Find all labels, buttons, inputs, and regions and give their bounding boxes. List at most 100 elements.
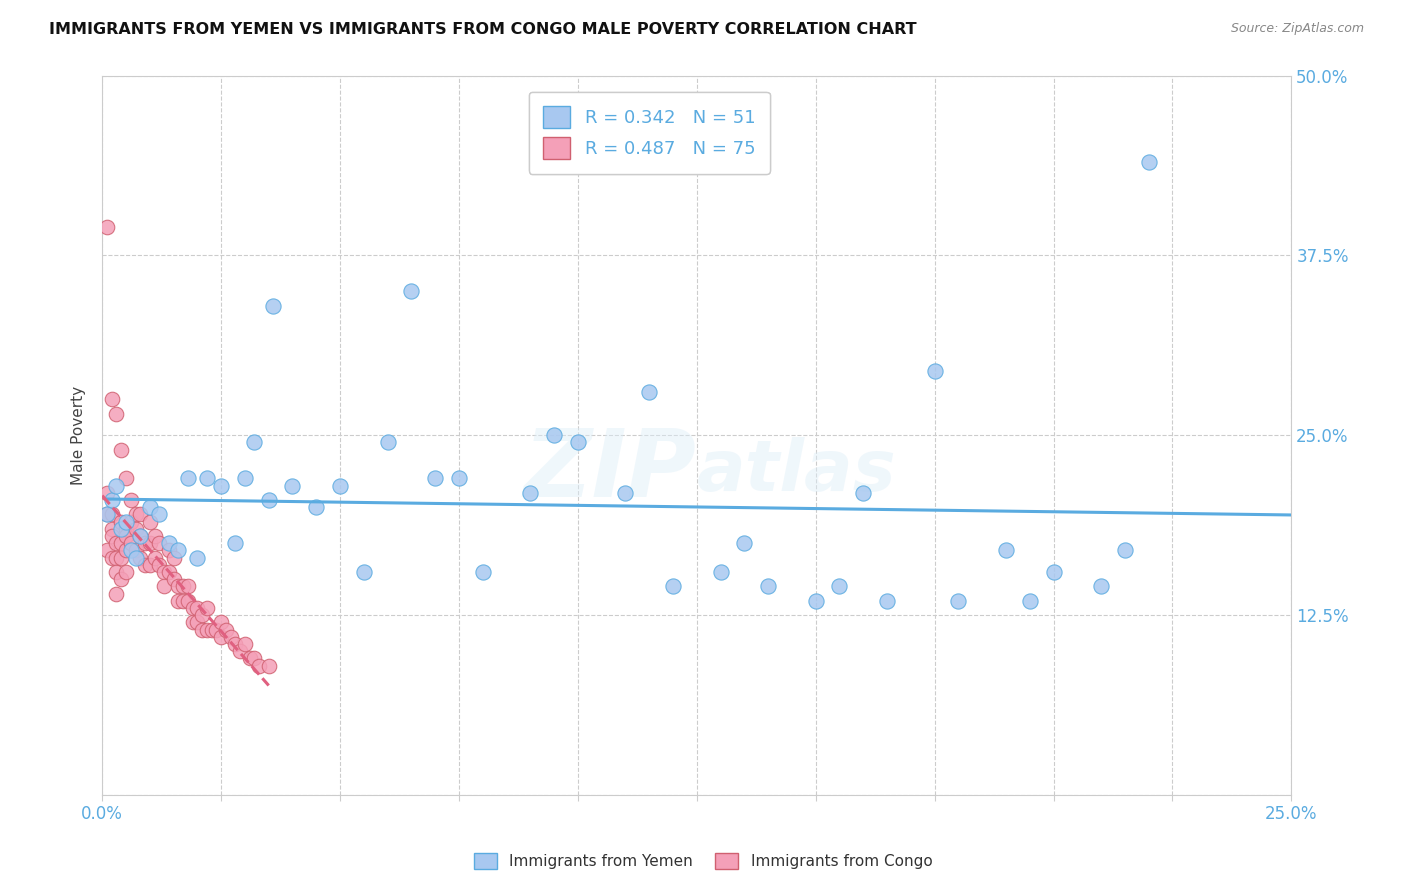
Point: [129, 550, 152, 565]
Point: [233, 637, 256, 651]
Point: [148, 558, 170, 572]
Point: [209, 630, 232, 644]
Point: [153, 565, 176, 579]
Point: [756, 579, 779, 593]
Point: [172, 579, 194, 593]
Point: [110, 442, 132, 457]
Point: [377, 435, 399, 450]
Point: [167, 594, 190, 608]
Point: [96, 508, 118, 522]
Point: [257, 493, 280, 508]
Text: IMMIGRANTS FROM YEMEN VS IMMIGRANTS FROM CONGO MALE POVERTY CORRELATION CHART: IMMIGRANTS FROM YEMEN VS IMMIGRANTS FROM…: [49, 22, 917, 37]
Point: [120, 543, 142, 558]
Point: [100, 550, 122, 565]
Point: [243, 435, 266, 450]
Point: [129, 529, 152, 543]
Point: [100, 529, 122, 543]
Point: [96, 543, 118, 558]
Point: [401, 285, 423, 299]
Point: [224, 536, 246, 550]
Point: [110, 550, 132, 565]
Point: [148, 508, 170, 522]
Point: [257, 658, 280, 673]
Point: [447, 471, 470, 485]
Point: [139, 536, 162, 550]
Point: [139, 500, 162, 515]
Point: [543, 428, 565, 442]
Point: [162, 572, 184, 586]
Point: [229, 644, 252, 658]
Point: [201, 623, 224, 637]
Point: [425, 471, 447, 485]
Point: [115, 543, 138, 558]
Point: [876, 594, 898, 608]
Point: [567, 435, 589, 450]
Point: [638, 385, 661, 400]
Point: [124, 550, 146, 565]
Point: [215, 623, 238, 637]
Point: [120, 515, 142, 529]
Point: [733, 536, 755, 550]
Point: [353, 565, 375, 579]
Point: [852, 486, 875, 500]
Point: [105, 550, 128, 565]
Point: [124, 543, 146, 558]
Point: [209, 478, 232, 492]
Point: [191, 608, 214, 623]
Point: [124, 522, 146, 536]
Legend: R = 0.342   N = 51, R = 0.487   N = 75: R = 0.342 N = 51, R = 0.487 N = 75: [529, 92, 769, 174]
Point: [195, 471, 218, 485]
Point: [186, 615, 208, 630]
Point: [153, 579, 176, 593]
Point: [100, 392, 122, 407]
Point: [224, 637, 246, 651]
Point: [129, 529, 152, 543]
Point: [162, 550, 184, 565]
Point: [105, 565, 128, 579]
Point: [100, 508, 122, 522]
Point: [1042, 565, 1064, 579]
Point: [105, 586, 128, 600]
Point: [329, 478, 352, 492]
Point: [110, 515, 132, 529]
Point: [177, 471, 200, 485]
Point: [519, 486, 541, 500]
Point: [100, 493, 122, 508]
Point: [143, 529, 166, 543]
Point: [262, 299, 284, 313]
Text: ZIP: ZIP: [524, 425, 697, 517]
Point: [233, 471, 256, 485]
Point: [828, 579, 851, 593]
Point: [1137, 154, 1160, 169]
Point: [96, 219, 118, 234]
Point: [804, 594, 827, 608]
Point: [139, 515, 162, 529]
Point: [139, 558, 162, 572]
Point: [191, 623, 214, 637]
Point: [709, 565, 731, 579]
Point: [105, 407, 128, 421]
Point: [157, 536, 180, 550]
Point: [124, 508, 146, 522]
Point: [471, 565, 494, 579]
Point: [148, 536, 170, 550]
Point: [120, 536, 142, 550]
Point: [186, 550, 208, 565]
Point: [167, 543, 190, 558]
Text: Source: ZipAtlas.com: Source: ZipAtlas.com: [1230, 22, 1364, 36]
Point: [305, 500, 328, 515]
Point: [205, 623, 228, 637]
Point: [105, 536, 128, 550]
Point: [243, 651, 266, 665]
Point: [115, 529, 138, 543]
Point: [96, 508, 118, 522]
Point: [134, 558, 156, 572]
Point: [948, 594, 970, 608]
Point: [157, 543, 180, 558]
Point: [662, 579, 685, 593]
Point: [167, 579, 190, 593]
Legend: Immigrants from Yemen, Immigrants from Congo: Immigrants from Yemen, Immigrants from C…: [468, 847, 938, 875]
Point: [115, 515, 138, 529]
Point: [129, 508, 152, 522]
Point: [186, 601, 208, 615]
